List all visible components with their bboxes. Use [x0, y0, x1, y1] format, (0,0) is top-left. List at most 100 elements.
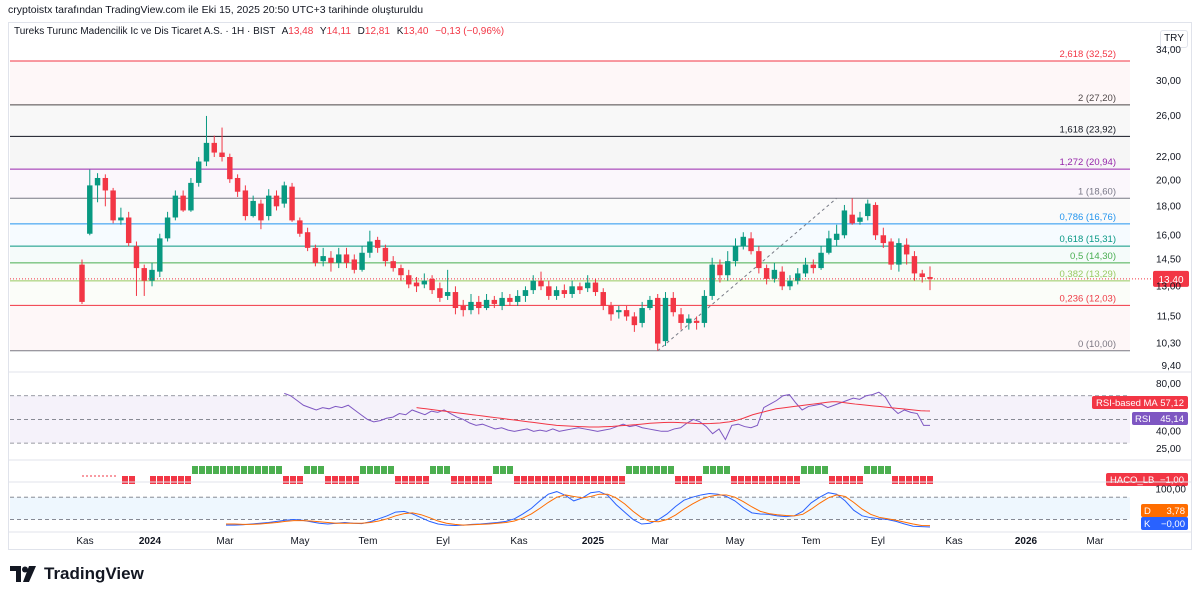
stoch-axis-tick: 100,00	[1155, 485, 1186, 496]
fib-level-label: 0,236 (12,03)	[1059, 293, 1116, 304]
haco-bar	[675, 476, 681, 484]
candle-body	[725, 261, 731, 276]
candle-body	[312, 247, 319, 263]
haco-bar	[472, 476, 478, 484]
candle-body	[756, 251, 762, 269]
haco-bar	[129, 476, 135, 484]
haco-bar	[808, 466, 814, 474]
candle-body	[616, 310, 622, 313]
haco-bar	[416, 476, 422, 484]
fib-zone	[10, 198, 1130, 224]
open-value: 13,48	[288, 26, 314, 37]
candle-body	[336, 254, 342, 263]
candle-body	[748, 238, 754, 252]
candle-body	[429, 278, 435, 291]
candle-body	[359, 252, 365, 270]
stoch-d-tag	[1141, 504, 1188, 517]
candle-body	[709, 264, 715, 296]
haco-bar	[927, 476, 933, 484]
candle-body	[740, 236, 747, 247]
candle-body	[273, 195, 280, 207]
haco-bar	[773, 476, 779, 484]
haco-bar	[192, 466, 198, 474]
attribution-caption: cryptoistx tarafından TradingView.com il…	[8, 4, 424, 16]
candle-body	[857, 217, 863, 222]
stoch-k-tag-value: −0,00	[1161, 519, 1185, 530]
haco-bar	[871, 466, 877, 474]
haco-tag-label: HACO_LB	[1110, 475, 1154, 486]
stoch-k-tag-label: K	[1144, 519, 1151, 530]
haco-bar	[661, 466, 667, 474]
haco-bar	[234, 466, 240, 474]
candle-body	[476, 301, 482, 309]
rsi-ma-tag-value: 57,12	[1160, 398, 1184, 409]
candle-body	[849, 214, 855, 224]
candle-body	[133, 246, 140, 269]
candle-body	[110, 190, 116, 221]
candle-body	[491, 299, 498, 304]
candle-body	[320, 256, 326, 262]
time-axis-tick: Mar	[1086, 536, 1104, 547]
candle-body	[553, 290, 560, 296]
candle-body	[211, 142, 217, 153]
price-axis-tick: 13,00	[1156, 281, 1181, 292]
tradingview-logo: TradingView	[10, 564, 144, 584]
haco-bar	[297, 476, 303, 484]
haco-bar	[346, 476, 352, 484]
candle-body	[437, 288, 443, 298]
time-axis-tick: May	[726, 536, 745, 547]
rsi-tag	[1132, 412, 1188, 425]
haco-bar	[542, 476, 548, 484]
candle-body	[802, 264, 809, 274]
haco-bar	[654, 466, 660, 474]
haco-bar	[164, 476, 170, 484]
candle-body	[662, 297, 669, 342]
haco-bar	[227, 466, 233, 474]
haco-bar	[850, 476, 856, 484]
fib-level-label: 0 (10,00)	[1078, 339, 1116, 350]
haco-bar	[381, 466, 387, 474]
candle-body	[219, 152, 225, 157]
haco-bar	[122, 476, 128, 484]
haco-bar	[612, 476, 618, 484]
haco-bar	[731, 476, 737, 484]
fib-level-label: 0,786 (16,76)	[1059, 212, 1116, 223]
candle-body	[717, 264, 723, 276]
fib-level-label: 2 (27,20)	[1078, 93, 1116, 104]
haco-bar	[276, 466, 282, 474]
candle-body	[141, 268, 147, 281]
haco-bar	[563, 476, 569, 484]
haco-bar	[507, 466, 513, 474]
haco-bar	[528, 476, 534, 484]
haco-bar	[745, 476, 751, 484]
fib-level-label: 2,618 (32,52)	[1059, 49, 1116, 60]
candle-body	[888, 241, 894, 265]
candle-body	[499, 297, 505, 306]
candle-body	[452, 292, 459, 309]
fib-zone	[10, 136, 1130, 170]
candle-body	[678, 314, 684, 323]
haco-bar	[619, 476, 625, 484]
haco-bar	[556, 476, 562, 484]
haco-bar	[500, 466, 506, 474]
haco-bar	[213, 466, 219, 474]
price-axis-tick: 9,40	[1162, 361, 1182, 372]
candle-body	[125, 217, 132, 244]
rsi-axis-tick: 80,00	[1156, 379, 1181, 390]
haco-bar	[815, 466, 821, 474]
open-label: A	[281, 26, 289, 37]
stoch-band	[10, 497, 1130, 520]
candle-body	[265, 195, 272, 217]
candle-body	[903, 244, 910, 255]
low-label: D	[357, 26, 365, 37]
candle-body	[227, 156, 233, 180]
currency-button[interactable]: TRY	[1160, 30, 1188, 48]
low-value: 12,81	[364, 26, 390, 37]
candle-body	[911, 256, 918, 274]
stoch-d-line	[226, 493, 931, 527]
haco-bar	[374, 466, 380, 474]
candle-body	[87, 185, 93, 234]
candle-body	[569, 286, 575, 294]
time-axis-tick: 2024	[139, 536, 162, 547]
